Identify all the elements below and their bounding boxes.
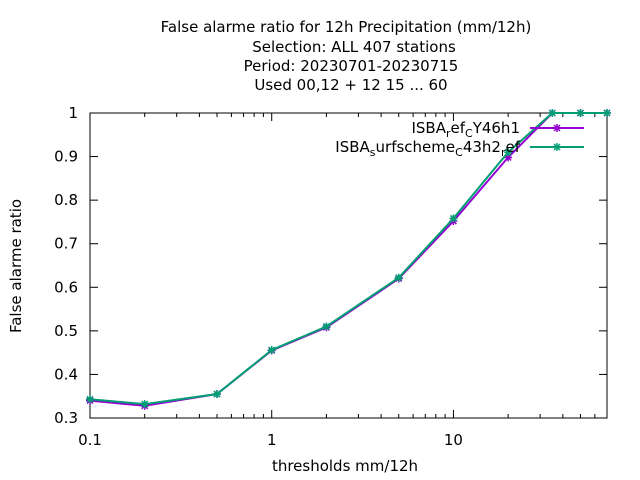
series-2-point <box>603 109 611 117</box>
series-2-point <box>322 322 331 331</box>
series-2-point <box>86 395 94 404</box>
series-2-point <box>449 214 458 223</box>
legend-marker-1 <box>553 124 561 132</box>
series-2-point <box>576 109 585 117</box>
y-tick-label: 1 <box>68 104 78 122</box>
series-2-point <box>394 273 403 282</box>
series-layer <box>86 109 611 410</box>
series-1-line <box>89 112 607 407</box>
x-axis: 0.1 1 10 <box>78 113 608 449</box>
series-2-point <box>213 390 222 399</box>
y-tick-label: 0.4 <box>54 365 78 383</box>
title-line-2: Selection: ALL 407 stations <box>252 38 456 56</box>
legend-marker-2 <box>553 143 561 151</box>
chart-title: False alarme ratio for 12h Precipitation… <box>161 18 532 94</box>
x-tick-label: 10 <box>444 431 463 449</box>
series-2-line <box>89 112 607 406</box>
legend: ISBArefCY46h1 ISBAsurfschemeC43h2ref <box>335 119 584 159</box>
y-tick-label: 0.8 <box>54 191 78 209</box>
legend-label-1: ISBArefCY46h1 <box>411 119 520 140</box>
y-tick-label: 0.9 <box>54 148 78 166</box>
series-2-point <box>140 400 149 409</box>
y-tick-label: 0.3 <box>54 409 78 427</box>
series-2 <box>86 109 611 409</box>
series-2-point <box>504 148 513 157</box>
y-axis-label: False alarme ratio <box>7 199 25 333</box>
series-2-point <box>267 346 276 355</box>
legend-label-2: ISBAsurfschemeC43h2ref <box>335 138 520 159</box>
y-axis: 0.3 0.4 0.5 0.6 0.7 0.8 0.9 1 <box>54 104 607 427</box>
y-tick-label: 0.5 <box>54 322 78 340</box>
x-axis-label: thresholds mm/12h <box>272 457 418 475</box>
title-line-1: False alarme ratio for 12h Precipitation… <box>161 18 532 36</box>
series-2-point <box>548 109 557 117</box>
x-tick-label: 0.1 <box>78 431 102 449</box>
y-tick-label: 0.6 <box>54 278 78 296</box>
x-tick-label: 1 <box>267 431 277 449</box>
title-line-3: Period: 20230701-20230715 <box>244 57 459 75</box>
plot-frame <box>89 112 608 419</box>
y-tick-label: 0.7 <box>54 235 78 253</box>
title-line-4: Used 00,12 + 12 15 ... 60 <box>254 76 447 94</box>
